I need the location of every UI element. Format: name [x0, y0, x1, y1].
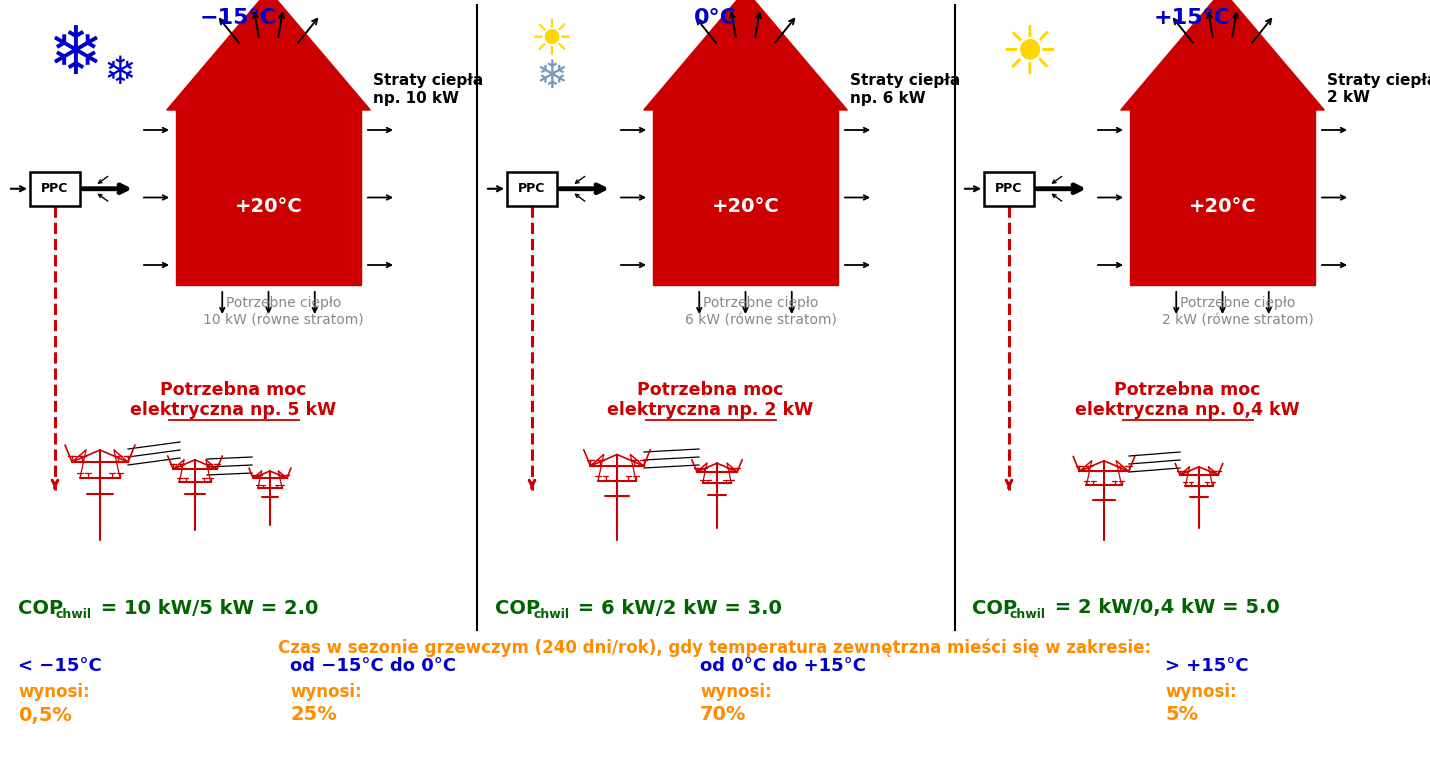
Text: PPC: PPC	[518, 182, 546, 195]
Text: +20°C: +20°C	[712, 197, 779, 216]
Text: elektryczna np. 0,4 kW: elektryczna np. 0,4 kW	[1075, 401, 1300, 419]
Text: Potrzebne ciepło: Potrzebne ciepło	[226, 296, 342, 310]
Text: od 0°C do +15°C: od 0°C do +15°C	[701, 657, 867, 675]
Text: Potrzebna moc: Potrzebna moc	[160, 381, 306, 399]
Text: PPC: PPC	[41, 182, 69, 195]
Polygon shape	[167, 0, 370, 110]
Text: wynosi:: wynosi:	[1165, 683, 1237, 701]
Bar	[508, 171, 558, 206]
Text: = 10 kW/5 kW = 2.0: = 10 kW/5 kW = 2.0	[94, 598, 319, 618]
Text: +20°C: +20°C	[1188, 197, 1257, 216]
Text: Potrzebne ciepło: Potrzebne ciepło	[1180, 296, 1296, 310]
Polygon shape	[1121, 0, 1324, 110]
Bar	[984, 171, 1034, 206]
Text: 6 kW (równe stratom): 6 kW (równe stratom)	[685, 314, 837, 328]
Bar	[176, 110, 360, 285]
Text: 0,5%: 0,5%	[19, 705, 72, 724]
Text: wynosi:: wynosi:	[701, 683, 772, 701]
Text: = 2 kW/0,4 kW = 5.0: = 2 kW/0,4 kW = 5.0	[1048, 598, 1280, 618]
Text: np. 10 kW: np. 10 kW	[373, 91, 459, 106]
Text: 10 kW (równe stratom): 10 kW (równe stratom)	[203, 314, 363, 328]
Text: chwil: chwil	[56, 608, 92, 620]
Text: COP: COP	[972, 598, 1017, 618]
Bar	[1130, 110, 1316, 285]
Text: COP: COP	[495, 598, 541, 618]
Text: ☀: ☀	[531, 16, 573, 64]
Text: 2 kW (równe stratom): 2 kW (równe stratom)	[1161, 314, 1313, 328]
Text: wynosi:: wynosi:	[19, 683, 90, 701]
Text: > +15°C: > +15°C	[1165, 657, 1248, 675]
Text: ❄: ❄	[104, 54, 136, 92]
Text: 25%: 25%	[290, 705, 336, 724]
Text: +20°C: +20°C	[235, 197, 302, 216]
Text: COP: COP	[19, 598, 63, 618]
Text: 2 kW: 2 kW	[1327, 91, 1370, 106]
Text: 0°C: 0°C	[694, 8, 736, 28]
Text: ❄: ❄	[47, 22, 103, 88]
Text: chwil: chwil	[533, 608, 569, 620]
Text: Czas w sezonie grzewczym (240 dni/rok), gdy temperatura zewnętrzna mieści się w : Czas w sezonie grzewczym (240 dni/rok), …	[279, 639, 1151, 657]
Text: +15°C: +15°C	[1154, 8, 1231, 28]
Text: elektryczna np. 5 kW: elektryczna np. 5 kW	[130, 401, 336, 419]
Text: ☀: ☀	[1000, 22, 1058, 88]
Text: Potrzebna moc: Potrzebna moc	[1114, 381, 1261, 399]
Text: Straty ciepła: Straty ciepła	[1327, 73, 1430, 88]
Text: < −15°C: < −15°C	[19, 657, 102, 675]
Bar	[30, 171, 80, 206]
Text: 70%: 70%	[701, 705, 746, 724]
Text: od −15°C do 0°C: od −15°C do 0°C	[290, 657, 456, 675]
Text: ❄: ❄	[536, 58, 568, 96]
Text: −15°C: −15°C	[200, 8, 277, 28]
Text: chwil: chwil	[1010, 608, 1045, 620]
Text: PPC: PPC	[995, 182, 1022, 195]
Text: Potrzebne ciepło: Potrzebne ciepło	[702, 296, 818, 310]
Text: = 6 kW/2 kW = 3.0: = 6 kW/2 kW = 3.0	[571, 598, 782, 618]
Text: np. 6 kW: np. 6 kW	[849, 91, 925, 106]
Text: elektryczna np. 2 kW: elektryczna np. 2 kW	[608, 401, 814, 419]
Text: Potrzebna moc: Potrzebna moc	[638, 381, 784, 399]
Polygon shape	[644, 0, 847, 110]
Bar	[654, 110, 838, 285]
Text: Straty ciepła: Straty ciepła	[373, 73, 483, 88]
Text: 5%: 5%	[1165, 705, 1198, 724]
Text: wynosi:: wynosi:	[290, 683, 362, 701]
Text: Straty ciepła: Straty ciepła	[849, 73, 961, 88]
